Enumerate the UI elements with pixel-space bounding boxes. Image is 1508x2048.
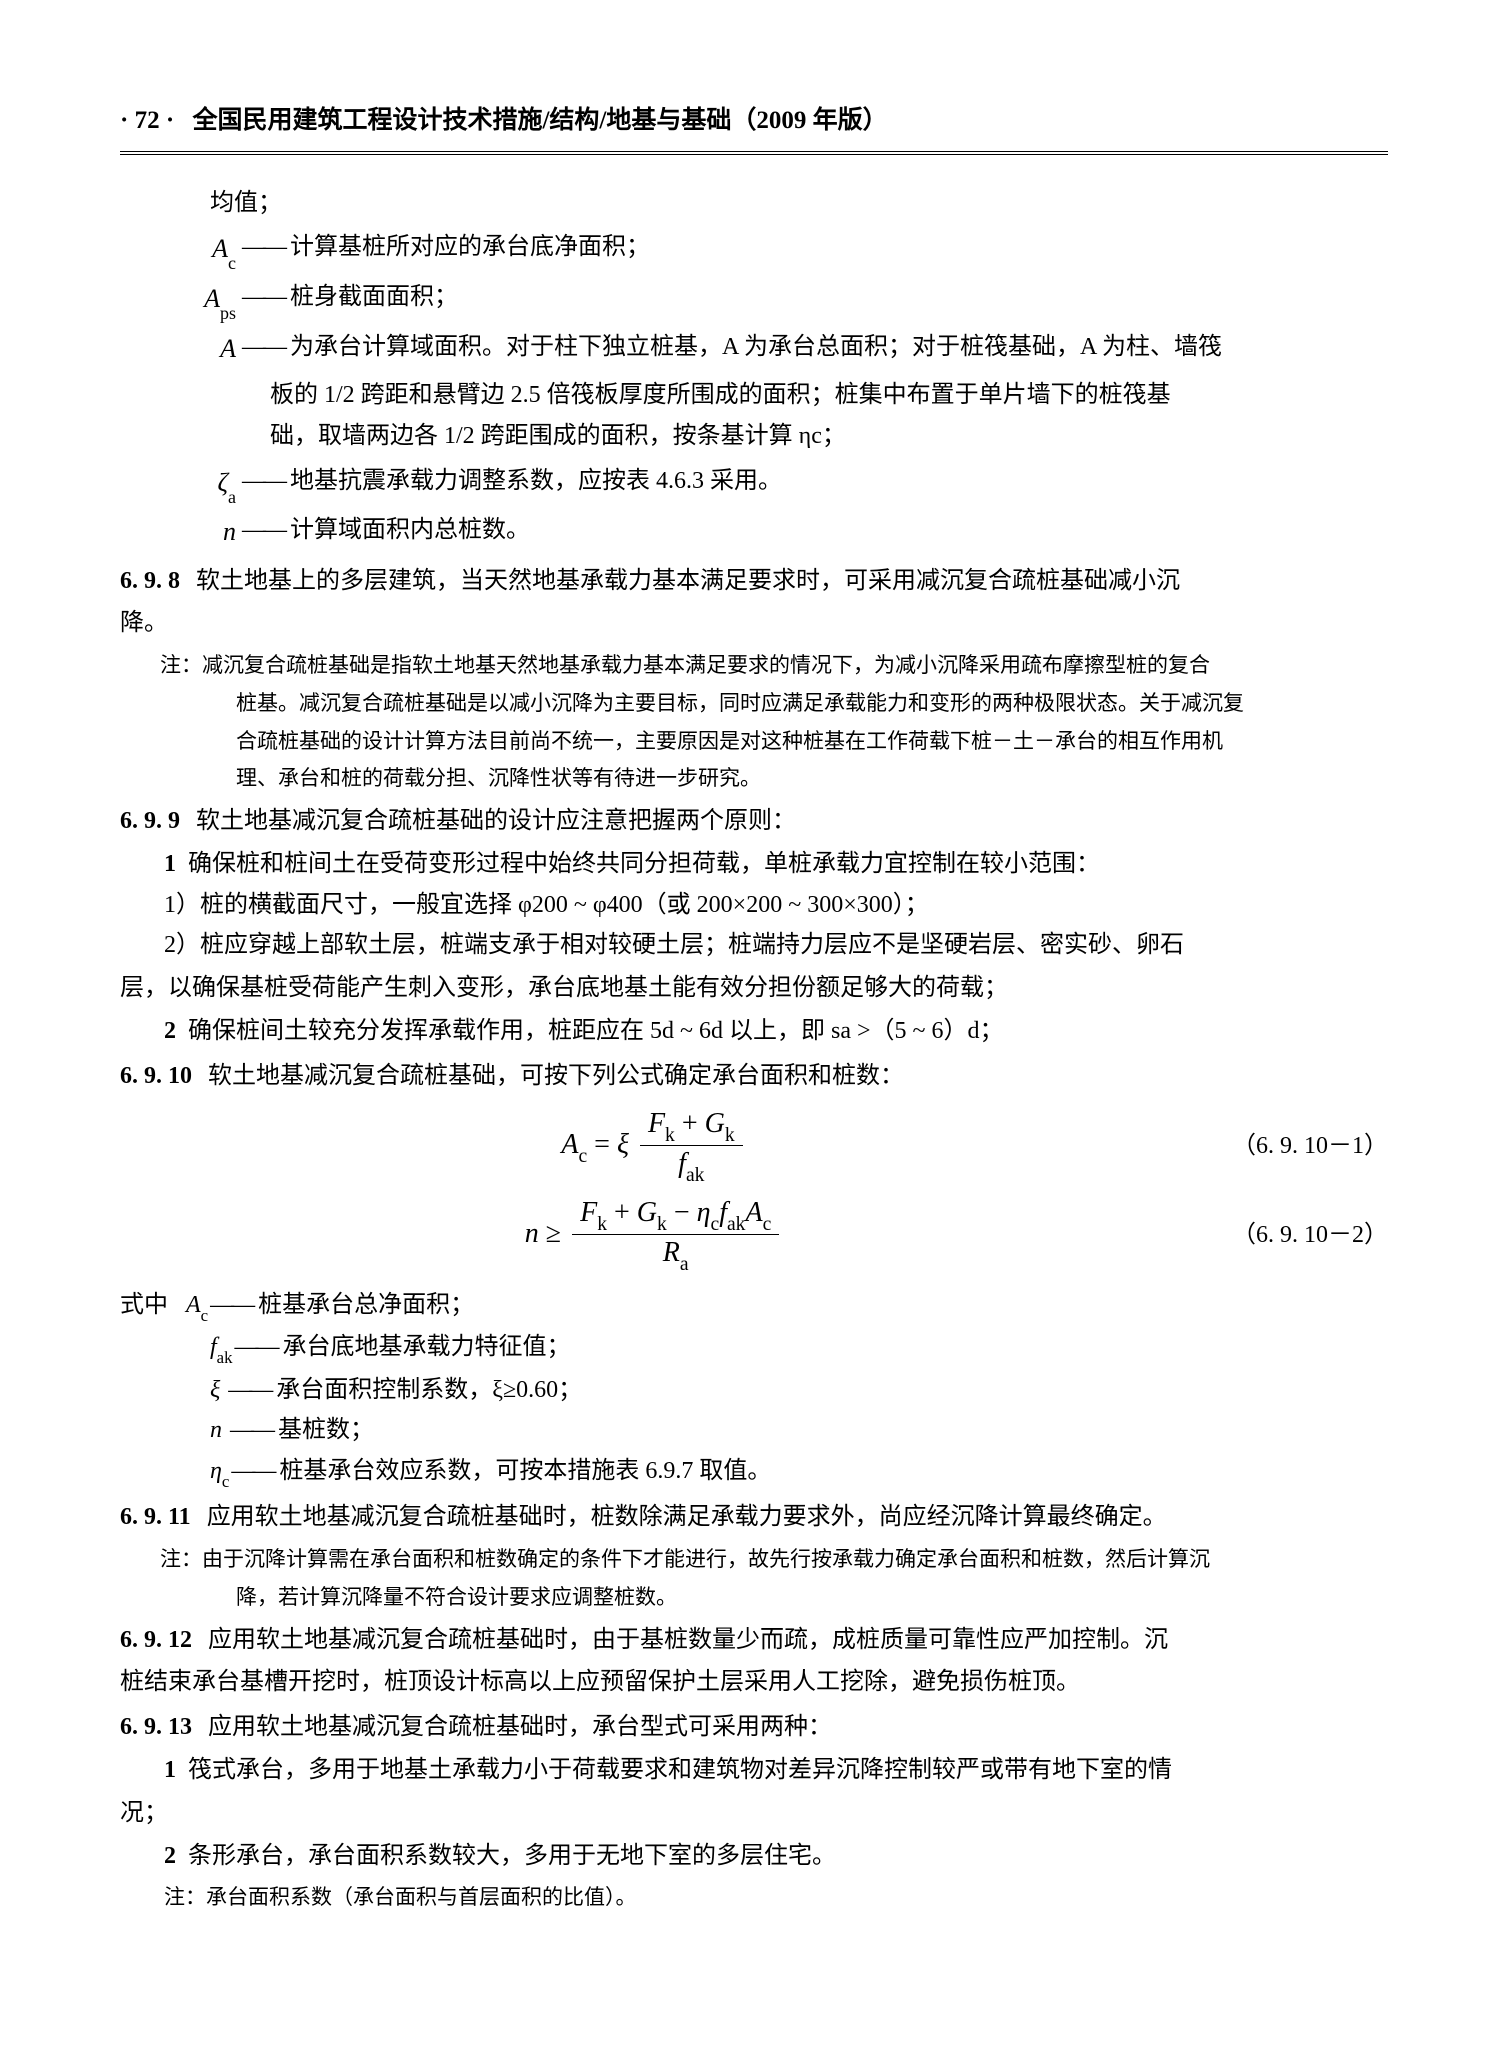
page-header: · 72 · 全国民用建筑工程设计技术措施/结构/地基与基础（2009 年版） [120,100,1388,155]
sym-Aps: Aps [180,277,240,323]
def-zeta-text: 地基抗震承载力调整系数，应按表 4.6.3 采用。 [290,461,1388,502]
def-Ac-text: 计算基桩所对应的承台底净面积； [290,227,1388,268]
subpoint-699-2cont: 层，以确保基桩受荷能产生刺入变形，承台底地基土能有效分担份额足够大的荷载； [120,968,1388,1009]
def-A-text3: 础，取墙两边各 1/2 跨距围成的面积，按条基计算 ηc； [270,416,1388,457]
definitions-block: Ac —— 计算基桩所对应的承台底净面积； Aps —— 桩身截面面积； A —… [180,227,1388,554]
where-fak: fak——承台底地基承载力特征值； [210,1327,1388,1369]
def-zeta: ζa —— 地基抗震承载力调整系数，应按表 4.6.3 采用。 [180,461,1388,507]
where-xi: ξ ——承台面积控制系数，ξ≥0.60； [210,1370,1388,1411]
def-dash: —— [242,227,284,268]
formula-2: n ≥ Fk + Gk − ηcfakAcRa （6. 9. 10－2） [120,1196,1388,1275]
subpoint-699-1: 1）桩的横截面尺寸，一般宜选择 φ200 ~ φ400（或 200×200 ~ … [164,885,1388,926]
sec-num-6912: 6. 9. 12 [120,1627,192,1653]
item-6913-1: 1 筏式承台，多用于地基土承载力小于荷载要求和建筑物对差异沉降控制较严或带有地下… [164,1750,1388,1791]
def-n: n —— 计算域面积内总桩数。 [180,510,1388,554]
sec-6912-t2: 桩结束承台基槽开挖时，桩顶设计标高以上应预留保护土层采用人工挖除，避免损伤桩顶。 [120,1662,1388,1703]
def-A: A —— 为承台计算域面积。对于柱下独立桩基，A 为承台总面积；对于桩筏基础，A… [180,327,1388,371]
leading-text: 均值； [210,183,1388,224]
item-6913-2: 2 条形承台，承台面积系数较大，多用于无地下室的多层住宅。 [164,1836,1388,1877]
sec-699-text: 软土地基减沉复合疏桩基础的设计应注意把握两个原则： [196,808,796,834]
where-Ac: 桩基承台总净面积； [258,1292,474,1318]
section-6-9-11: 6. 9. 11 应用软土地基减沉复合疏桩基础时，桩数除满足承载力要求外，尚应经沉… [120,1497,1388,1538]
header-title: 全国民用建筑工程设计技术措施/结构/地基与基础（2009 年版） [192,107,887,134]
sec-698-text: 软土地基上的多层建筑，当天然地基承载力基本满足要求时，可采用减沉复合疏桩基础减小… [196,568,1180,594]
section-6-9-12: 6. 9. 12 应用软土地基减沉复合疏桩基础时，由于基桩数量少而疏，成桩质量可靠… [120,1620,1388,1661]
where-n: n ——基桩数； [210,1410,1388,1451]
sym-Ac: Ac [180,227,240,273]
sym-A: A [180,327,240,371]
where-label: 式中 [120,1292,168,1318]
def-A-text1: 为承台计算域面积。对于柱下独立桩基，A 为承台总面积；对于桩筏基础，A 为柱、墙… [290,327,1388,368]
sec-6913-text: 应用软土地基减沉复合疏桩基础时，承台型式可采用两种： [208,1714,832,1740]
note-6911-l2: 降，若计算沉降量不符合设计要求应调整桩数。 [236,1580,1388,1616]
note-698-l2: 桩基。减沉复合疏桩基础是以减小沉降为主要目标，同时应满足承载能力和变形的两种极限… [236,686,1388,722]
note-6913: 注：承台面积系数（承台面积与首层面积的比值）。 [164,1880,1388,1916]
formula-2-expr: n ≥ Fk + Gk − ηcfakAcRa [120,1196,1188,1275]
note-6911-l1: 注：由于沉降计算需在承台面积和桩数确定的条件下才能进行，故先行按承载力确定承台面… [160,1547,1210,1571]
where-etac: ηc——桩基承台效应系数，可按本措施表 6.9.7 取值。 [210,1451,1388,1493]
sec-6911-text: 应用软土地基减沉复合疏桩基础时，桩数除满足承载力要求外，尚应经沉降计算最终确定。 [207,1504,1167,1530]
sec-num-6913: 6. 9. 13 [120,1714,192,1740]
note-698-l3: 合疏桩基础的设计计算方法目前尚不统一，主要原因是对这种桩基在工作荷载下桩－土－承… [236,724,1388,760]
item-6913-1cont: 况； [120,1793,1388,1834]
sym-n: n [180,510,240,554]
where-block: 式中 Ac——桩基承台总净面积； [120,1285,1388,1327]
sec-num-6910: 6. 9. 10 [120,1063,192,1089]
sec-6912-t1: 应用软土地基减沉复合疏桩基础时，由于基桩数量少而疏，成桩质量可靠性应严加控制。沉 [208,1627,1168,1653]
subpoint-699-2: 2）桩应穿越上部软土层，桩端支承于相对较硬土层；桩端持力层应不是坚硬岩层、密实砂… [164,925,1388,966]
section-6-9-9: 6. 9. 9 软土地基减沉复合疏桩基础的设计应注意把握两个原则： [120,801,1388,842]
sec-6910-text: 软土地基减沉复合疏桩基础，可按下列公式确定承台面积和桩数： [208,1063,904,1089]
page-number: · 72 · [120,107,174,134]
item-699-1: 1 确保桩和桩间土在受荷变形过程中始终共同分担荷载，单桩承载力宜控制在较小范围： [164,844,1388,885]
section-6-9-13: 6. 9. 13 应用软土地基减沉复合疏桩基础时，承台型式可采用两种： [120,1707,1388,1748]
sec-num-699: 6. 9. 9 [120,808,180,834]
sec-num-698: 6. 9. 8 [120,568,180,594]
note-698-l1: 注：减沉复合疏桩基础是指软土地基天然地基承载力基本满足要求的情况下，为减小沉降采… [160,653,1210,677]
formula-1: Ac = ξ Fk + Gkfak （6. 9. 10－1） [120,1107,1388,1186]
def-Aps-text: 桩身截面面积； [290,277,1388,318]
note-6911: 注：由于沉降计算需在承台面积和桩数确定的条件下才能进行，故先行按承载力确定承台面… [160,1542,1388,1615]
sec-num-6911: 6. 9. 11 [120,1504,191,1530]
def-A-text2: 板的 1/2 跨距和悬臂边 2.5 倍筏板厚度所围成的面积；桩集中布置于单片墙下… [270,375,1388,416]
sec-698-cont: 降。 [120,603,1388,644]
note-698-l4: 理、承台和桩的荷载分担、沉降性状等有待进一步研究。 [236,761,1388,797]
def-Aps: Aps —— 桩身截面面积； [180,277,1388,323]
formula-1-expr: Ac = ξ Fk + Gkfak [120,1107,1188,1186]
item-699-2: 2 确保桩间土较充分发挥承载作用，桩距应在 5d ~ 6d 以上，即 sa >（… [164,1011,1388,1052]
sym-zeta: ζa [180,461,240,507]
def-Ac: Ac —— 计算基桩所对应的承台底净面积； [180,227,1388,273]
section-6-9-10: 6. 9. 10 软土地基减沉复合疏桩基础，可按下列公式确定承台面积和桩数： [120,1056,1388,1097]
def-n-text: 计算域面积内总桩数。 [290,510,1388,551]
section-6-9-8: 6. 9. 8 软土地基上的多层建筑，当天然地基承载力基本满足要求时，可采用减沉复… [120,561,1388,602]
formula-1-num: （6. 9. 10－1） [1188,1126,1388,1167]
note-698: 注：减沉复合疏桩基础是指软土地基天然地基承载力基本满足要求的情况下，为减小沉降采… [160,648,1388,797]
formula-2-num: （6. 9. 10－2） [1188,1215,1388,1256]
